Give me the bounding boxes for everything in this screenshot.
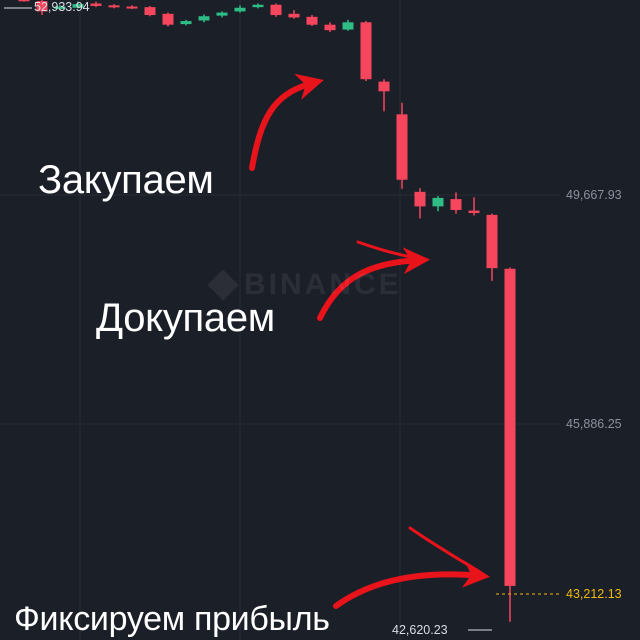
candle-body — [360, 22, 372, 80]
candle — [450, 192, 462, 214]
candle — [432, 196, 444, 212]
high-marker-label: 52,933.94 — [34, 0, 90, 14]
candle — [216, 11, 228, 18]
buy-arrow — [249, 73, 324, 171]
candle-body — [432, 197, 444, 207]
profit-arrow-tail — [408, 526, 482, 574]
candle — [468, 197, 480, 216]
candle — [198, 14, 210, 23]
candle — [90, 1, 102, 8]
grid-lines — [0, 0, 560, 640]
candle — [360, 21, 372, 82]
candle-body — [252, 4, 264, 8]
profit-arrow — [333, 560, 491, 609]
candle — [180, 19, 192, 26]
candle — [324, 22, 336, 32]
candle-body — [198, 16, 210, 21]
candle — [504, 267, 516, 622]
candle-body — [450, 199, 462, 211]
candle-body — [18, 0, 30, 2]
binance-watermark: BINANCE — [207, 268, 402, 302]
candle — [486, 213, 498, 281]
add-arrow-tail — [356, 240, 422, 261]
y-axis: 49,667.93 45,886.25 — [566, 188, 622, 431]
candle-body — [180, 21, 192, 25]
candle-body — [288, 13, 300, 18]
candle-body — [468, 210, 480, 214]
candles-group — [18, 0, 516, 622]
candle-body — [90, 3, 102, 6]
candle — [306, 15, 318, 26]
add-arrow — [317, 247, 431, 321]
candle-body — [324, 24, 336, 31]
y-axis-tick-label: 49,667.93 — [566, 188, 622, 202]
candle-body — [504, 268, 516, 586]
low-marker-label: 42,620.23 — [392, 623, 448, 637]
candle — [396, 102, 408, 189]
candle-body — [486, 214, 498, 269]
candle — [252, 3, 264, 9]
candle — [342, 19, 354, 31]
candle — [126, 5, 138, 9]
candle-body — [216, 12, 228, 16]
candle-body — [414, 191, 426, 207]
candle — [72, 1, 84, 9]
candle — [288, 10, 300, 19]
candle — [36, 0, 48, 16]
candle-body — [36, 1, 48, 12]
watermark-text: BINANCE — [244, 268, 402, 301]
candle-body — [234, 7, 246, 12]
candle — [414, 188, 426, 219]
candle-body — [270, 4, 282, 16]
price-markers: 52,933.94 42,620.23 43,212.13 — [4, 0, 622, 637]
candle-body — [54, 6, 66, 9]
candle — [54, 5, 66, 11]
candle-body — [342, 22, 354, 30]
annotation-buy: Закупаем — [38, 158, 214, 202]
candle — [378, 79, 390, 112]
candle — [18, 0, 30, 2]
candle-body — [162, 13, 174, 25]
annotation-arrows — [249, 73, 491, 609]
candle — [270, 3, 282, 17]
candle — [162, 12, 174, 27]
candle-body — [306, 16, 318, 25]
candle-body — [396, 114, 408, 180]
candle-body — [108, 5, 120, 8]
candle — [144, 5, 156, 17]
candle — [108, 4, 120, 9]
annotation-add: Докупаем — [96, 296, 275, 340]
y-axis-tick-label: 45,886.25 — [566, 417, 622, 431]
candle-body — [72, 4, 84, 8]
candle — [234, 5, 246, 13]
candle-body — [126, 6, 138, 9]
annotation-profit: Фиксируем прибыль — [14, 600, 330, 638]
candle-body — [378, 81, 390, 92]
current-price-label: 43,212.13 — [566, 587, 622, 601]
candle-body — [144, 7, 156, 16]
